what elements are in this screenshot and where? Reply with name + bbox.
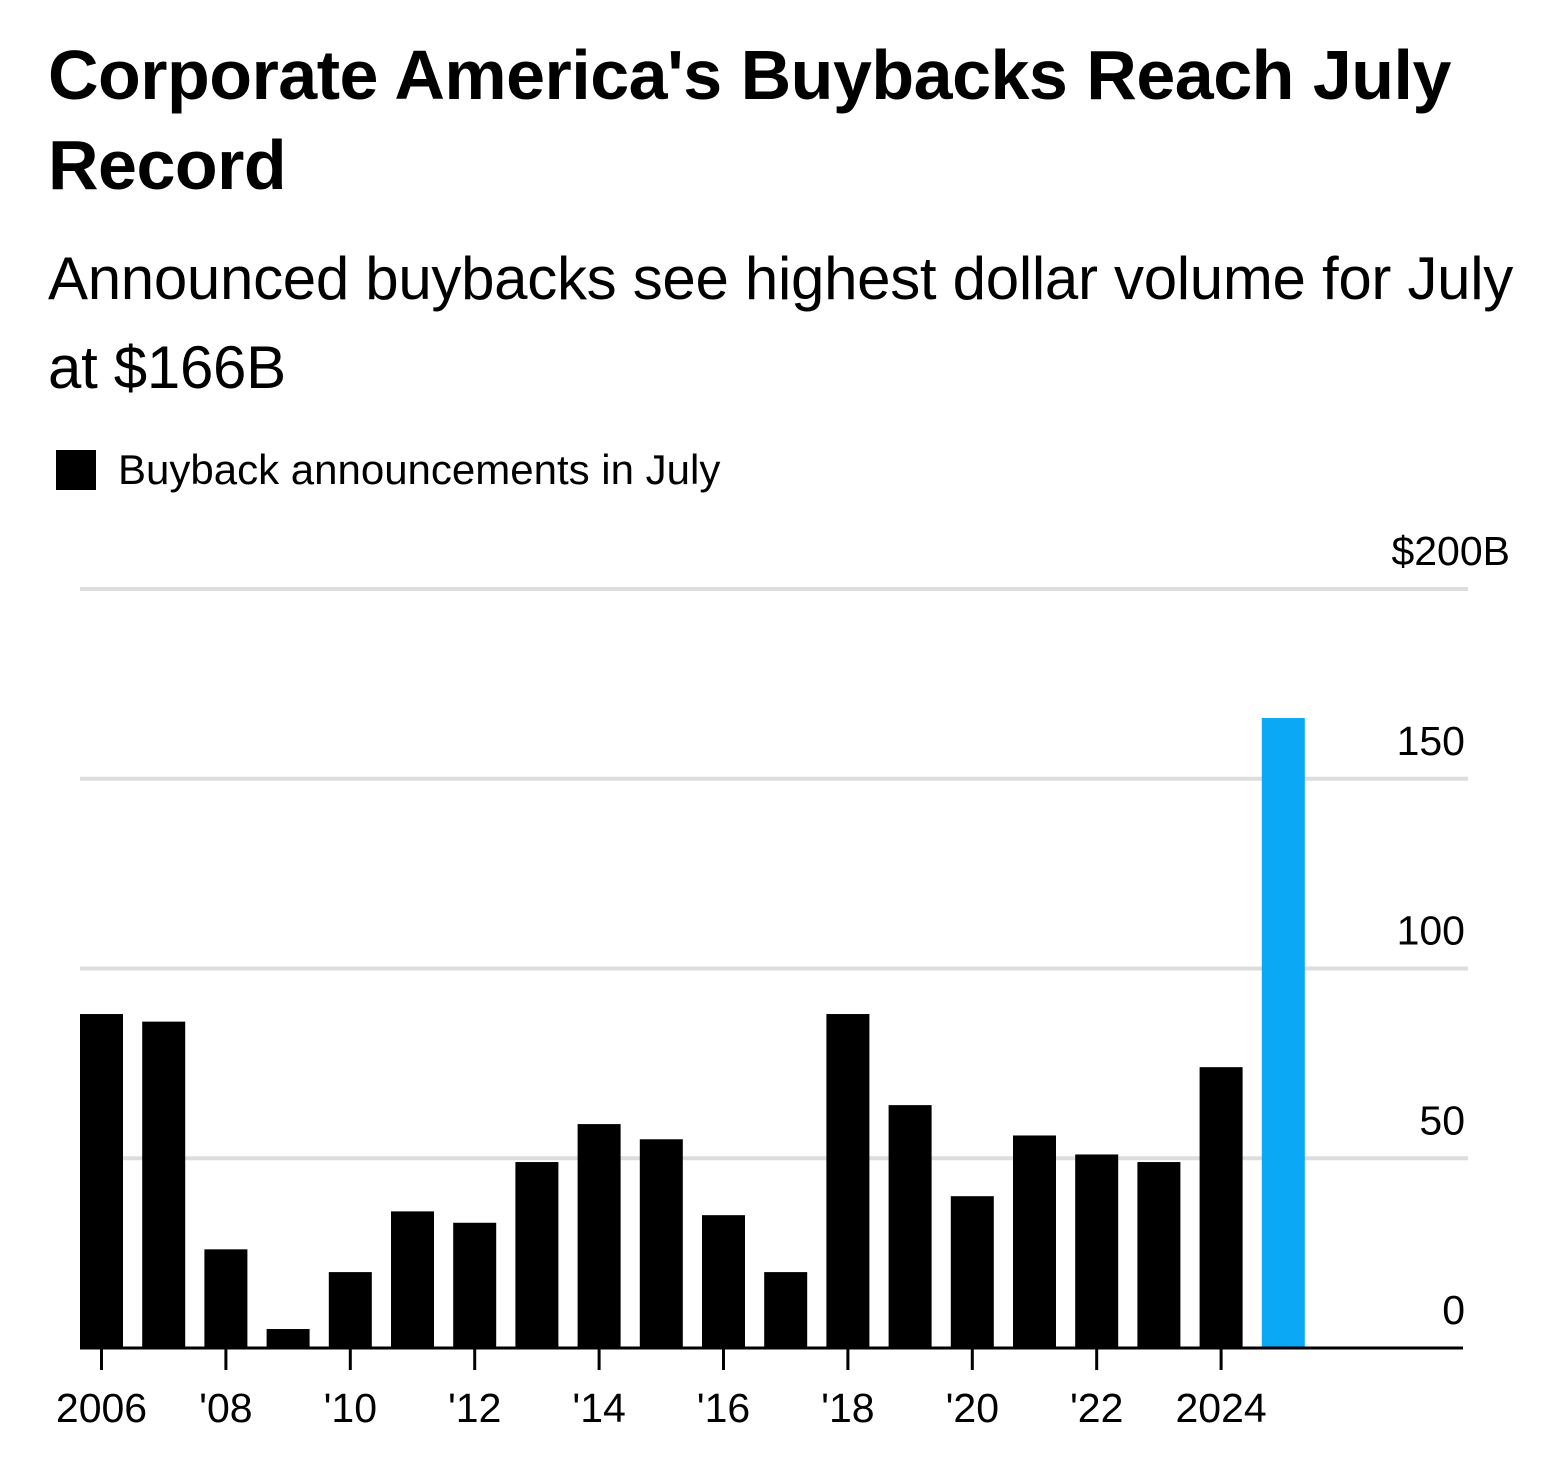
- bar-2006: [80, 1014, 123, 1348]
- bar-2008: [204, 1249, 248, 1348]
- bar-2012: [453, 1222, 497, 1348]
- bar-2011: [391, 1211, 434, 1348]
- y-tick-label: $200B: [1391, 528, 1510, 574]
- legend-label: Buyback announcements in July: [118, 446, 721, 493]
- bar-2010: [328, 1272, 372, 1348]
- y-tick-label: 0: [1442, 1287, 1465, 1333]
- bar-2017: [764, 1272, 808, 1348]
- bar-2019: [888, 1105, 932, 1348]
- legend-swatch: [56, 450, 96, 490]
- bar-2021: [1013, 1135, 1056, 1348]
- bar-2009: [266, 1329, 310, 1348]
- bar-2025: [1261, 718, 1305, 1348]
- x-tick-label: '18: [821, 1385, 874, 1431]
- bar-2014: [577, 1124, 621, 1348]
- x-tick-label: '10: [324, 1385, 377, 1431]
- chart-title: Corporate America's Buybacks Reach July …: [48, 36, 1451, 204]
- x-tick-label: 2006: [56, 1385, 147, 1431]
- bars: [80, 718, 1305, 1348]
- bar-2013: [515, 1162, 559, 1348]
- bar-2020: [950, 1196, 994, 1348]
- bar-2016: [702, 1215, 745, 1348]
- y-axis: 0 50 100 150 $200B: [1391, 528, 1510, 1333]
- x-tick-label: '12: [448, 1385, 501, 1431]
- y-tick-label: 150: [1397, 718, 1465, 764]
- x-tick-label: '20: [946, 1385, 999, 1431]
- bar-2018: [826, 1014, 870, 1348]
- bar-2015: [639, 1139, 683, 1348]
- x-tick-label: '14: [572, 1385, 625, 1431]
- x-tick-label: '08: [199, 1385, 252, 1431]
- bar-2022: [1075, 1154, 1119, 1348]
- y-tick-label: 100: [1397, 908, 1465, 954]
- x-tick-label: '22: [1070, 1385, 1123, 1431]
- y-tick-label: 50: [1419, 1097, 1465, 1143]
- bar-2024: [1199, 1067, 1243, 1348]
- x-axis: 2006 '08 '10 '12 '14 '16 '18 '20 '22 2024: [56, 1346, 1463, 1431]
- bar-2023: [1137, 1162, 1181, 1348]
- x-tick-label: 2024: [1175, 1385, 1266, 1431]
- x-tick-label: '16: [697, 1385, 750, 1431]
- chart-subtitle: Announced buybacks see highest dollar vo…: [48, 245, 1513, 401]
- bar-2007: [142, 1021, 186, 1348]
- gridlines: [80, 587, 1468, 1161]
- legend: Buyback announcements in July: [56, 440, 720, 500]
